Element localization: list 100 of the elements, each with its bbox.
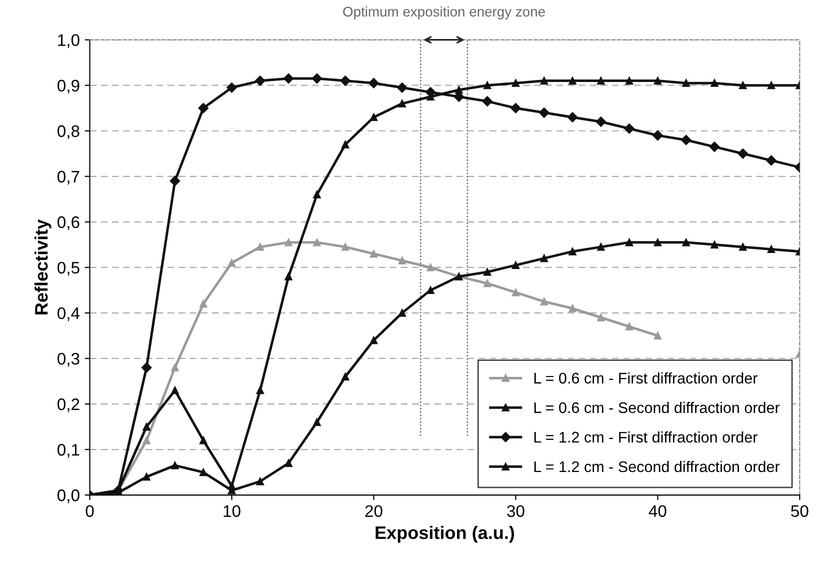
point: [171, 364, 179, 372]
point: [568, 76, 576, 85]
y-tick-label: 0,3: [58, 352, 80, 367]
point: [568, 248, 576, 256]
point: [228, 259, 236, 267]
y-tick-label: 0,9: [58, 80, 80, 94]
point: [283, 73, 294, 84]
point: [284, 238, 292, 246]
point: [625, 322, 634, 330]
point: [255, 76, 266, 86]
point: [226, 82, 237, 93]
y-tick-label: 0,5: [58, 262, 80, 276]
point: [710, 240, 718, 248]
point: [739, 243, 747, 251]
point: [426, 264, 434, 272]
point: [482, 96, 492, 106]
x-tick-label: 50: [791, 505, 808, 517]
point: [483, 280, 492, 288]
point: [342, 372, 350, 380]
text: Optimum exposition energy zone: [343, 6, 545, 20]
point: [654, 76, 662, 85]
point: [540, 254, 548, 262]
point: [538, 108, 550, 118]
point: [142, 422, 150, 431]
point: [312, 73, 322, 84]
point: [540, 76, 548, 85]
point: [256, 243, 264, 251]
point: [370, 250, 378, 258]
point: [200, 436, 208, 444]
point: [397, 82, 408, 93]
y-tick-label: 1,0: [58, 34, 80, 48]
point: [483, 82, 492, 90]
point: [597, 243, 605, 251]
y-tick-label: 0,1: [58, 444, 80, 458]
y-tick-label: 0,6: [58, 216, 80, 230]
point: [652, 130, 663, 141]
point: [368, 78, 379, 88]
point: [739, 82, 747, 90]
x-tick-label: 10: [224, 505, 240, 517]
point: [682, 79, 690, 87]
point: [654, 238, 662, 246]
point: [171, 462, 179, 470]
point: [313, 418, 321, 426]
point: [512, 261, 520, 269]
y-tick-label: 0,8: [58, 125, 80, 140]
point: [624, 123, 634, 134]
legend-label: L = 0.6 cm - Second diffraction order: [534, 402, 780, 414]
point: [767, 82, 776, 90]
point: [142, 473, 150, 481]
y-tick-label: 0,7: [58, 170, 80, 185]
point: [710, 79, 718, 87]
point: [483, 268, 492, 276]
point: [200, 468, 208, 476]
point: [342, 243, 350, 251]
point: [370, 336, 378, 344]
point: [625, 76, 634, 85]
point: [596, 116, 606, 127]
point: [200, 300, 208, 308]
point: [398, 309, 406, 317]
point: [398, 256, 406, 264]
x-tick-label: 20: [365, 505, 382, 517]
point: [142, 436, 150, 444]
point: [256, 386, 264, 394]
point: [766, 155, 776, 166]
point: [141, 362, 152, 373]
point: [284, 459, 292, 467]
point: [340, 76, 350, 86]
x-tick-label: 0: [86, 505, 94, 517]
point: [709, 142, 720, 152]
x-tick-label: 40: [648, 505, 666, 517]
point: [313, 190, 321, 198]
point: [568, 304, 576, 312]
legend-label: L = 0.6 cm - First diffraction order: [534, 372, 758, 384]
point: [567, 112, 578, 122]
point: [512, 288, 520, 296]
point: [425, 87, 436, 98]
point: [170, 176, 180, 186]
point: [171, 386, 179, 394]
point: [342, 140, 350, 148]
point: [198, 102, 208, 114]
x-axis-title: Exposition (a.u.): [376, 526, 514, 543]
point: [597, 76, 605, 85]
point: [370, 113, 378, 122]
point: [313, 238, 321, 246]
point: [625, 238, 634, 246]
y-axis-title: Reflectivity: [34, 219, 52, 314]
x-tick-label: 30: [507, 505, 524, 517]
point: [426, 286, 434, 294]
legend-label: L = 1.2 cm - Second diffraction order: [534, 460, 780, 472]
point: [512, 79, 520, 87]
point: [540, 298, 548, 306]
point: [738, 148, 748, 159]
y-tick-label: 0,4: [58, 307, 80, 322]
point: [510, 102, 521, 114]
point: [682, 238, 690, 246]
legend-label: L = 1.2 cm - First diffraction order: [534, 431, 758, 443]
y-tick-label: 0,0: [58, 489, 80, 504]
point: [256, 478, 264, 486]
point: [284, 272, 292, 280]
point: [767, 245, 776, 254]
